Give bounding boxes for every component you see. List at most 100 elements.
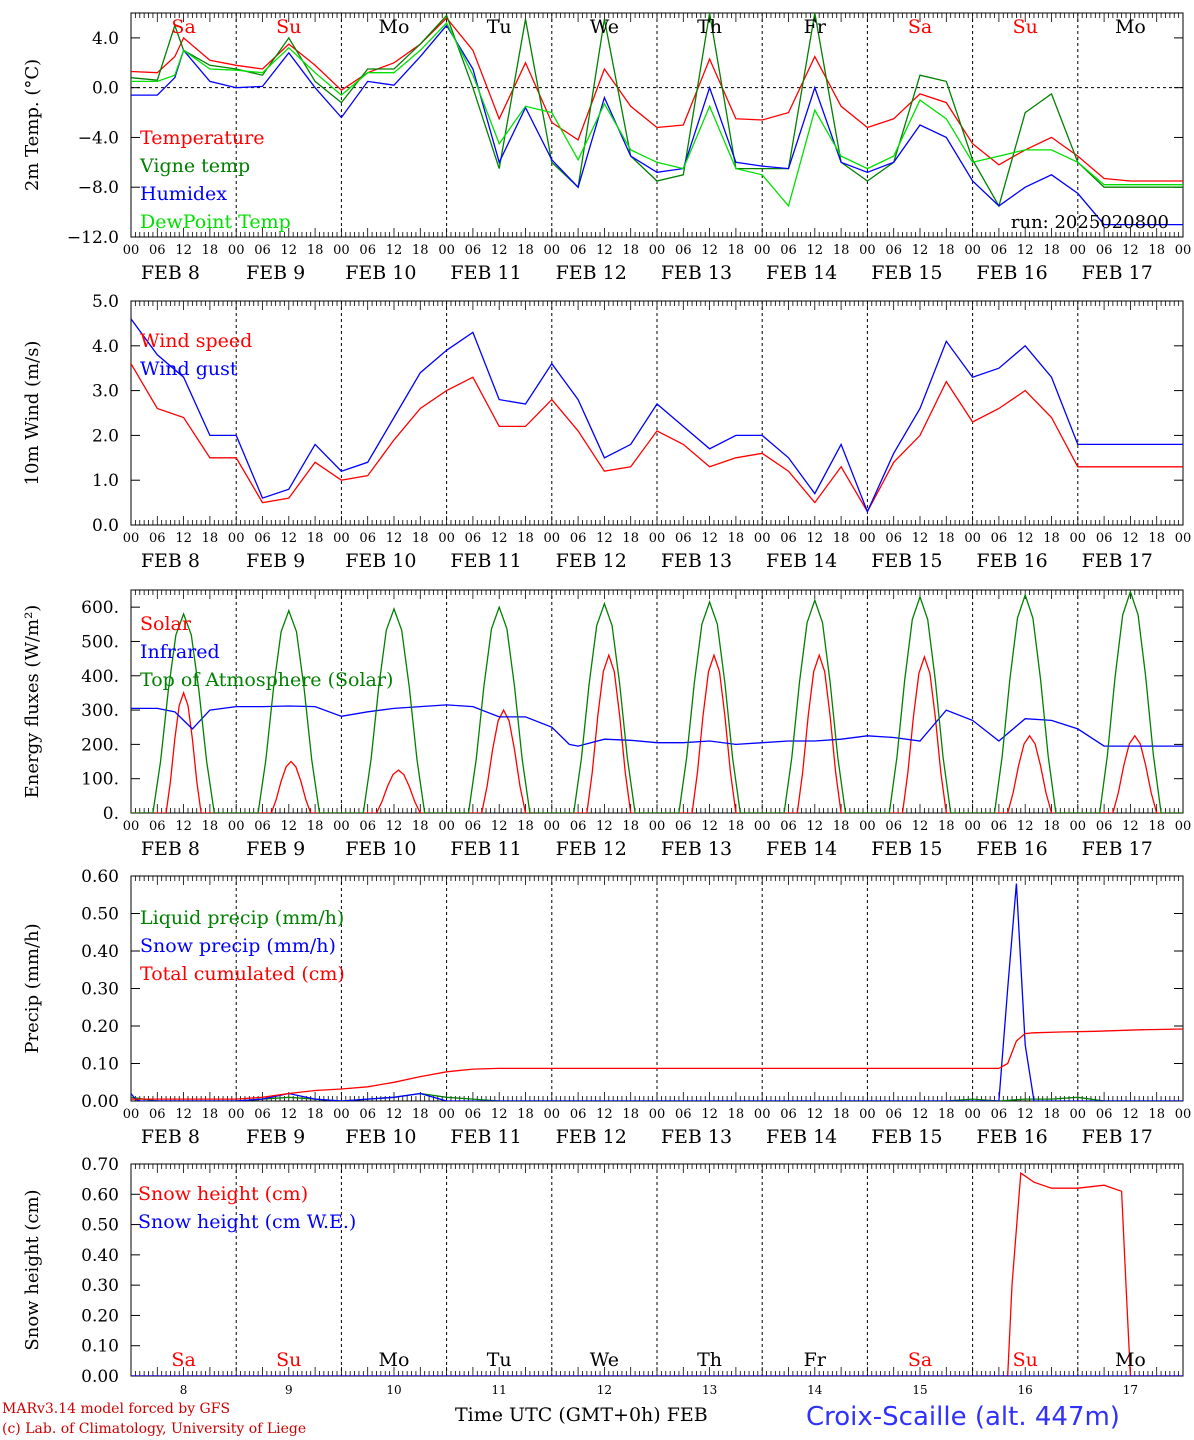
hour-tick-label: 12 <box>386 819 403 834</box>
hour-tick-label: 06 <box>885 243 902 258</box>
y-tick-label: 4.0 <box>92 337 119 357</box>
hour-tick-label: 18 <box>622 243 639 258</box>
hour-tick-label: 18 <box>833 819 850 834</box>
date-label: FEB 16 <box>976 550 1047 572</box>
hour-tick-label: 06 <box>780 819 797 834</box>
date-label: FEB 17 <box>1082 550 1153 572</box>
day-name: Sa <box>908 1349 932 1371</box>
hour-tick-label: 18 <box>517 243 534 258</box>
hour-tick-label: 00 <box>649 531 666 546</box>
hour-tick-label: 00 <box>544 531 561 546</box>
hour-tick-label: 12 <box>281 819 298 834</box>
hour-tick-label: 06 <box>675 531 692 546</box>
x-axis-ticks <box>130 590 1184 813</box>
hour-tick-label: 00 <box>649 1107 666 1122</box>
hour-tick-label: 18 <box>833 531 850 546</box>
date-label: FEB 17 <box>1082 838 1153 860</box>
hour-tick-label: 12 <box>912 531 929 546</box>
hour-tick-label: 12 <box>1122 243 1139 258</box>
hour-tick-label: 00 <box>544 819 561 834</box>
plot-frame <box>130 12 1184 238</box>
hour-tick-label: 00 <box>859 819 876 834</box>
hour-tick-label: 18 <box>202 243 219 258</box>
credits: MARv3.14 model forced by GFS (c) Lab. of… <box>2 1399 306 1439</box>
hour-tick-label: 12 <box>386 243 403 258</box>
hour-tick-label: 00 <box>754 1107 771 1122</box>
hour-tick-label: 00 <box>754 819 771 834</box>
hour-tick-label: 06 <box>570 243 587 258</box>
hour-tick-label: 06 <box>991 531 1008 546</box>
hour-tick-label: 00 <box>964 243 981 258</box>
y-tick-label: −4.0 <box>78 128 119 148</box>
hour-tick-label: 06 <box>149 243 166 258</box>
series-group <box>131 13 1183 226</box>
hour-tick-label: 18 <box>517 819 534 834</box>
hour-tick-label: 00 <box>1070 531 1087 546</box>
hour-tick-label: 00 <box>1175 819 1192 834</box>
day-number: 8 <box>180 1383 188 1397</box>
hour-tick-label: 00 <box>228 531 245 546</box>
hour-tick-label: 06 <box>570 531 587 546</box>
date-label: FEB 13 <box>661 838 732 860</box>
hour-tick-label: 12 <box>175 819 192 834</box>
y-tick-label: 0.30 <box>81 1276 119 1296</box>
panel-temp: −12.0 −8.0 −4.0 0.0 4.0 2m Temp. (°C) Temperat… <box>22 12 1191 284</box>
hour-tick-label: 00 <box>438 1107 455 1122</box>
y-tick-label: 0.0 <box>92 79 119 99</box>
legend-entry: Solar <box>140 613 192 635</box>
date-label: FEB 13 <box>661 550 732 572</box>
hour-tick-label: 18 <box>938 531 955 546</box>
series-line-top-of-atmosphere-solar- <box>131 590 1183 813</box>
day-name: We <box>590 1349 619 1371</box>
hour-tick-label: 06 <box>359 531 376 546</box>
hour-tick-label: 00 <box>438 531 455 546</box>
y-axis-label: 2m Temp. (°C) <box>22 59 43 191</box>
date-label: FEB 17 <box>1082 262 1153 284</box>
hour-tick-label: 18 <box>938 1107 955 1122</box>
day-name: Fr <box>804 1349 827 1371</box>
date-label: FEB 16 <box>976 838 1047 860</box>
y-axis-label: Energy fluxes (W/m²) <box>22 605 43 799</box>
y-tick-label: −8.0 <box>78 178 119 198</box>
series-line-liquid-precip-mm-h- <box>131 1092 1183 1101</box>
hour-tick-label: 12 <box>491 819 508 834</box>
series-line-wind-gust <box>131 318 1183 514</box>
series-line-temperature <box>131 17 1183 182</box>
hour-tick-label: 12 <box>807 531 824 546</box>
date-label: FEB 14 <box>766 262 837 284</box>
date-label: FEB 12 <box>556 262 627 284</box>
date-label: FEB 17 <box>1082 1126 1153 1148</box>
date-label: FEB 13 <box>661 262 732 284</box>
y-tick-label: 3.0 <box>92 382 119 402</box>
date-label: FEB 9 <box>246 838 305 860</box>
y-axis-label: 10m Wind (m/s) <box>22 341 43 486</box>
hour-tick-label: 06 <box>885 531 902 546</box>
date-label: FEB 16 <box>976 1126 1047 1148</box>
day-number: 9 <box>285 1383 293 1397</box>
hour-tick-label: 12 <box>1017 531 1034 546</box>
date-label: FEB 15 <box>871 550 942 572</box>
hour-tick-label: 06 <box>254 243 271 258</box>
hour-tick-label: 12 <box>596 819 613 834</box>
y-tick-label: 0.00 <box>81 1092 119 1112</box>
hour-tick-label: 06 <box>254 1107 271 1122</box>
hour-tick-label: 06 <box>1096 1107 1113 1122</box>
date-label: FEB 12 <box>556 838 627 860</box>
station-title: Croix-Scaille (alt. 447m) <box>806 1402 1120 1432</box>
y-tick-label: 0.50 <box>81 905 119 925</box>
hour-tick-label: 18 <box>307 531 324 546</box>
day-number: 13 <box>702 1383 717 1397</box>
credit-line-1: MARv3.14 model forced by GFS <box>2 1401 231 1417</box>
hour-tick-label: 00 <box>1175 1107 1192 1122</box>
hour-tick-label: 00 <box>964 1107 981 1122</box>
day-name: Mo <box>379 1349 410 1371</box>
hour-tick-label: 06 <box>780 243 797 258</box>
hour-tick-label: 18 <box>1043 243 1060 258</box>
day-number: 15 <box>912 1383 927 1397</box>
day-name: Tu <box>487 1349 512 1371</box>
series-line-total-cumulated-cm- <box>131 1028 1183 1100</box>
day-name: Sa <box>908 16 932 38</box>
panel-precip: 0.00 0.10 0.20 0.30 0.40 0.50 0.60 Precip (mm/h… <box>22 867 1191 1148</box>
legend-entry: Temperature <box>140 127 264 149</box>
